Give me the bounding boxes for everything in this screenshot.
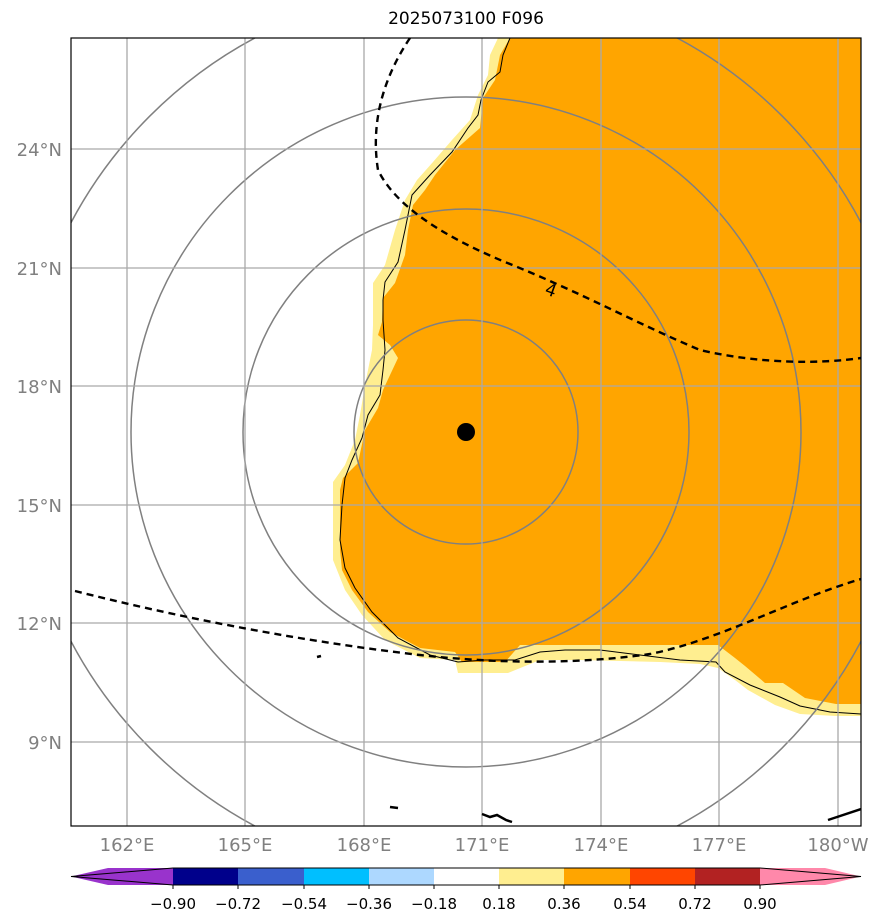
map-area	[71, 38, 861, 826]
range-ring-2	[242, 208, 690, 656]
graticule	[71, 38, 861, 826]
colorbar-segment	[630, 868, 695, 885]
dashed-contour-north	[374, 38, 861, 364]
colorbar-tick-label: −0.54	[281, 895, 327, 913]
colorbar-tick-label: 0.90	[743, 895, 776, 913]
lon-tick-label: 174°E	[574, 835, 629, 856]
range-rings	[71, 38, 861, 826]
lat-tick-label: 21°N	[17, 259, 62, 280]
colorbar-tick-label: 0.36	[547, 895, 580, 913]
longitude-labels: 162°E 165°E 168°E 171°E 174°E 177°E 180°W	[100, 835, 869, 856]
lat-tick-label: 15°N	[17, 496, 62, 517]
colorbar-tick-label: −0.90	[150, 895, 196, 913]
lon-tick-label: 168°E	[337, 835, 392, 856]
colorbar-extend-high	[760, 868, 861, 885]
colorbar-segment	[434, 868, 499, 885]
colorbar-tick-label: 0.54	[613, 895, 646, 913]
range-ring-3	[130, 96, 802, 768]
latitude-labels: 24°N 21°N 18°N 15°N 12°N 9°N	[17, 140, 62, 754]
small-islands	[316, 654, 861, 824]
colorbar-tick-label: −0.36	[346, 895, 392, 913]
lon-tick-label: 171°E	[455, 835, 510, 856]
colorbar-extend-low	[71, 868, 173, 885]
lon-tick-label: 177°E	[692, 835, 747, 856]
colorbar-tick-label: 0.18	[482, 895, 515, 913]
colorbar-segment	[499, 868, 564, 885]
colorbar-tick-label: 0.72	[678, 895, 711, 913]
coastline	[339, 38, 861, 715]
lat-tick-label: 12°N	[17, 614, 62, 635]
map-title: 2025073100 F096	[388, 9, 544, 29]
colorbar-segment	[695, 868, 760, 885]
colorbar-tick-labels: −0.90 −0.72 −0.54 −0.36 −0.18 0.18 0.36 0.54 0.7…	[150, 885, 777, 913]
range-ring-1	[353, 319, 579, 545]
lon-tick-label: 165°E	[218, 835, 273, 856]
storm-center-marker	[457, 423, 475, 441]
colorbar	[70, 867, 862, 886]
colorbar-tick-label: −0.18	[411, 895, 457, 913]
lon-tick-label: 162°E	[100, 835, 155, 856]
dashed-contour-south	[74, 577, 861, 663]
map-frame	[70, 37, 862, 827]
colorbar-segment	[238, 868, 304, 885]
colorbar-segment	[369, 868, 434, 885]
lat-tick-label: 9°N	[28, 733, 62, 754]
lat-tick-label: 18°N	[17, 377, 62, 398]
colorbar-tick-label: −0.72	[215, 895, 261, 913]
colorbar-segment	[564, 868, 630, 885]
colorbar-segment	[304, 868, 369, 885]
lat-tick-label: 24°N	[17, 140, 62, 161]
colorbar-segment	[173, 868, 238, 885]
lon-tick-label: 180°W	[807, 835, 868, 856]
